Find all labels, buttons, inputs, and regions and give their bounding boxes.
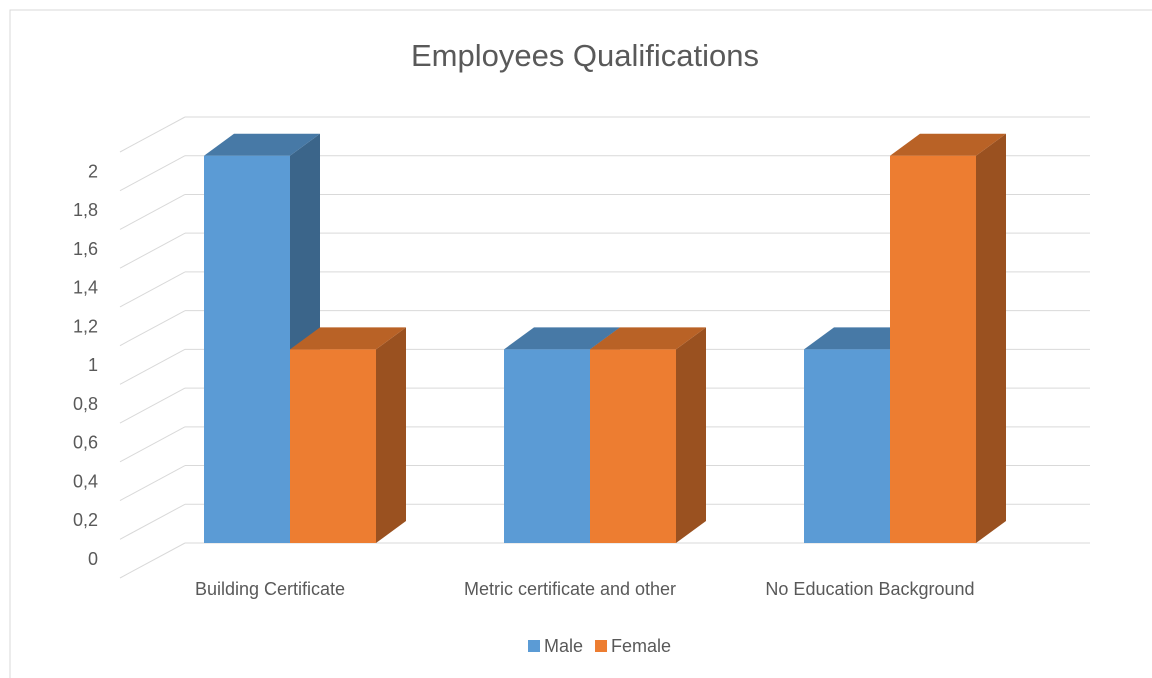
side-grid-line — [119, 271, 186, 308]
side-grid-line — [119, 503, 186, 540]
bar — [290, 349, 376, 543]
legend-swatch — [595, 640, 608, 652]
legend-swatch — [528, 640, 540, 652]
y-tick-label: 0,4 — [73, 471, 98, 491]
y-tick-label: 1,2 — [73, 316, 98, 336]
bar-top — [504, 327, 620, 350]
y-tick-label: 1,4 — [73, 278, 98, 298]
y-tick-label: 1,6 — [73, 239, 98, 259]
side-grid-line — [119, 348, 186, 385]
legend-label: Male — [544, 636, 583, 656]
bar-top — [590, 327, 706, 350]
side-grid-line — [119, 155, 186, 192]
side-grid-line — [119, 387, 186, 424]
bar-side — [676, 327, 706, 543]
side-grid-line — [119, 232, 186, 269]
side-grid-line — [119, 465, 186, 501]
bar — [504, 349, 590, 543]
bar — [890, 155, 976, 543]
side-grid-line — [119, 542, 186, 579]
bar — [804, 349, 890, 543]
legend-label: Female — [611, 636, 671, 656]
x-tick-label: No Education Background — [765, 579, 974, 599]
x-tick-label: Building Certificate — [195, 579, 345, 599]
y-tick-label: 0,8 — [73, 394, 98, 414]
bar-side — [976, 133, 1006, 543]
bar-top — [890, 133, 1006, 156]
chart-title: Employees Qualifications — [411, 38, 759, 73]
bar-top — [204, 133, 320, 156]
bar-side — [376, 327, 406, 543]
bar-top — [290, 327, 406, 350]
y-tick-label: 0,6 — [73, 433, 98, 453]
y-tick-label: 0,2 — [73, 510, 98, 530]
bar — [204, 155, 290, 543]
x-tick-label: Metric certificate and other — [464, 579, 676, 599]
side-grid-line — [119, 426, 186, 463]
y-tick-label: 1,8 — [73, 200, 98, 220]
side-grid-line — [119, 194, 186, 230]
y-tick-label: 2 — [88, 161, 98, 181]
side-grid-line — [119, 310, 186, 347]
side-top — [119, 116, 186, 153]
bar — [590, 349, 676, 543]
y-tick-label: 0 — [88, 549, 98, 569]
y-tick-label: 1 — [88, 355, 98, 375]
